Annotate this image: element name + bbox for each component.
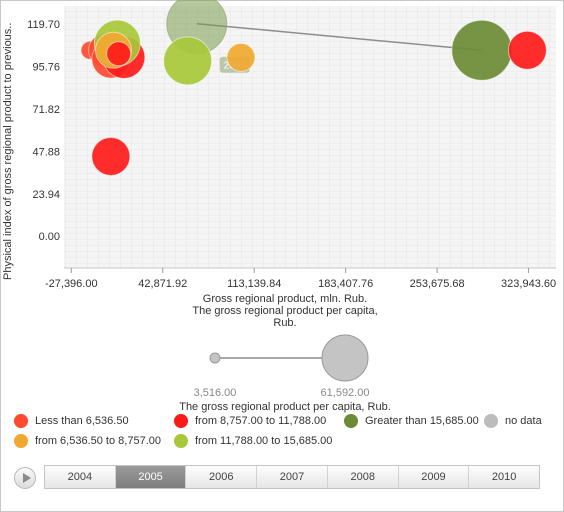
size-legend-max-label: 61,592.00 [321,387,370,399]
play-button[interactable] [14,467,36,489]
y-tick-label: 119.70 [27,19,60,31]
x-tick-label: 323,943.60 [501,278,556,290]
size-axis-title: The gross regional product per capita, R… [192,305,378,329]
x-axis-title: Gross regional product, mln. Rub. [202,293,368,305]
legend-swatch [14,434,28,448]
legend-item[interactable]: from 11,788.00 to 15,685.00 [174,434,332,448]
y-tick-label: 0.00 [39,231,60,243]
timeline-year-2005[interactable]: 2005 [115,466,187,488]
timeline-year-2008[interactable]: 2008 [328,466,399,488]
legend-item[interactable]: no data [484,414,542,428]
timeline-year-2009[interactable]: 2009 [399,466,470,488]
bubble-point[interactable] [507,30,547,70]
y-tick-label: 47.88 [32,146,60,158]
legend-item[interactable]: Less than 6,536.50 [14,414,129,428]
x-axis-label: Gross regional product, mln. Rub. The gr… [190,293,380,329]
legend-swatch [344,414,358,428]
size-legend-min-label: 3,516.00 [194,387,237,399]
legend-label: Less than 6,536.50 [35,415,129,427]
trail-line [196,22,482,52]
legend-item[interactable]: from 6,536.50 to 8,757.00 [14,434,161,448]
legend-swatch [484,414,498,428]
legend-swatch [174,434,188,448]
x-tick-label: 113,139.84 [227,278,281,290]
bubble-point[interactable] [226,42,256,72]
timeline-year-2004[interactable]: 2004 [45,466,116,488]
y-tick-label: 95.76 [32,62,60,74]
bubble-point[interactable] [106,41,132,67]
color-legend-title: The gross regional product per capita, R… [179,401,391,413]
legend-label: Greater than 15,685.00 [365,415,479,427]
y-tick-label: 71.82 [32,104,60,116]
legend-item[interactable]: Greater than 15,685.00 [344,414,479,428]
legend-label: from 11,788.00 to 15,685.00 [195,435,333,447]
x-axis-ticks: -27,396.00 42,871.92 113,139.84 183,407.76 2… [45,268,556,290]
y-tick-label: 23.94 [32,189,60,201]
bubble-point[interactable] [451,19,513,81]
x-tick-label: 253,675.68 [410,278,465,290]
legend-label: from 8,757.00 to 11,788.00 [195,415,327,427]
size-legend-min-bubble [209,352,221,364]
bubble-point[interactable] [91,136,131,176]
legend-label: from 6,536.50 to 8,757.00 [35,435,161,447]
bubbles [80,19,547,176]
size-legend: 3,516.00 61,592.00 [194,334,370,399]
legend-swatch [174,414,188,428]
timeline-year-2010[interactable]: 2010 [491,471,517,483]
x-tick-label: -27,396.00 [45,278,98,290]
timeline-year-2007[interactable]: 2007 [257,466,328,488]
legend-item[interactable]: from 8,757.00 to 11,788.00 [174,414,326,428]
x-tick-label: 183,407.76 [318,278,373,290]
legend-label: no data [505,415,542,427]
x-tick-label: 42,871.92 [138,278,187,290]
timeline-year-2006[interactable]: 2006 [186,466,258,488]
size-legend-max-bubble [321,334,369,382]
color-legend: Less than 6,536.50 from 8,757.00 to 11,78… [14,412,559,452]
y-axis-label: Physical index of gross regional product… [2,22,14,280]
bubble-point[interactable] [163,36,213,86]
timeline: 2004 2005 2006 2007 2008 2009 2010 [12,463,542,491]
year-selector: 2004 2005 2006 2007 2008 2009 2010 [44,465,540,489]
legend-swatch [14,414,28,428]
y-axis-ticks: 0.00 23.94 47.88 71.82 95.76 119.70 [27,19,60,243]
